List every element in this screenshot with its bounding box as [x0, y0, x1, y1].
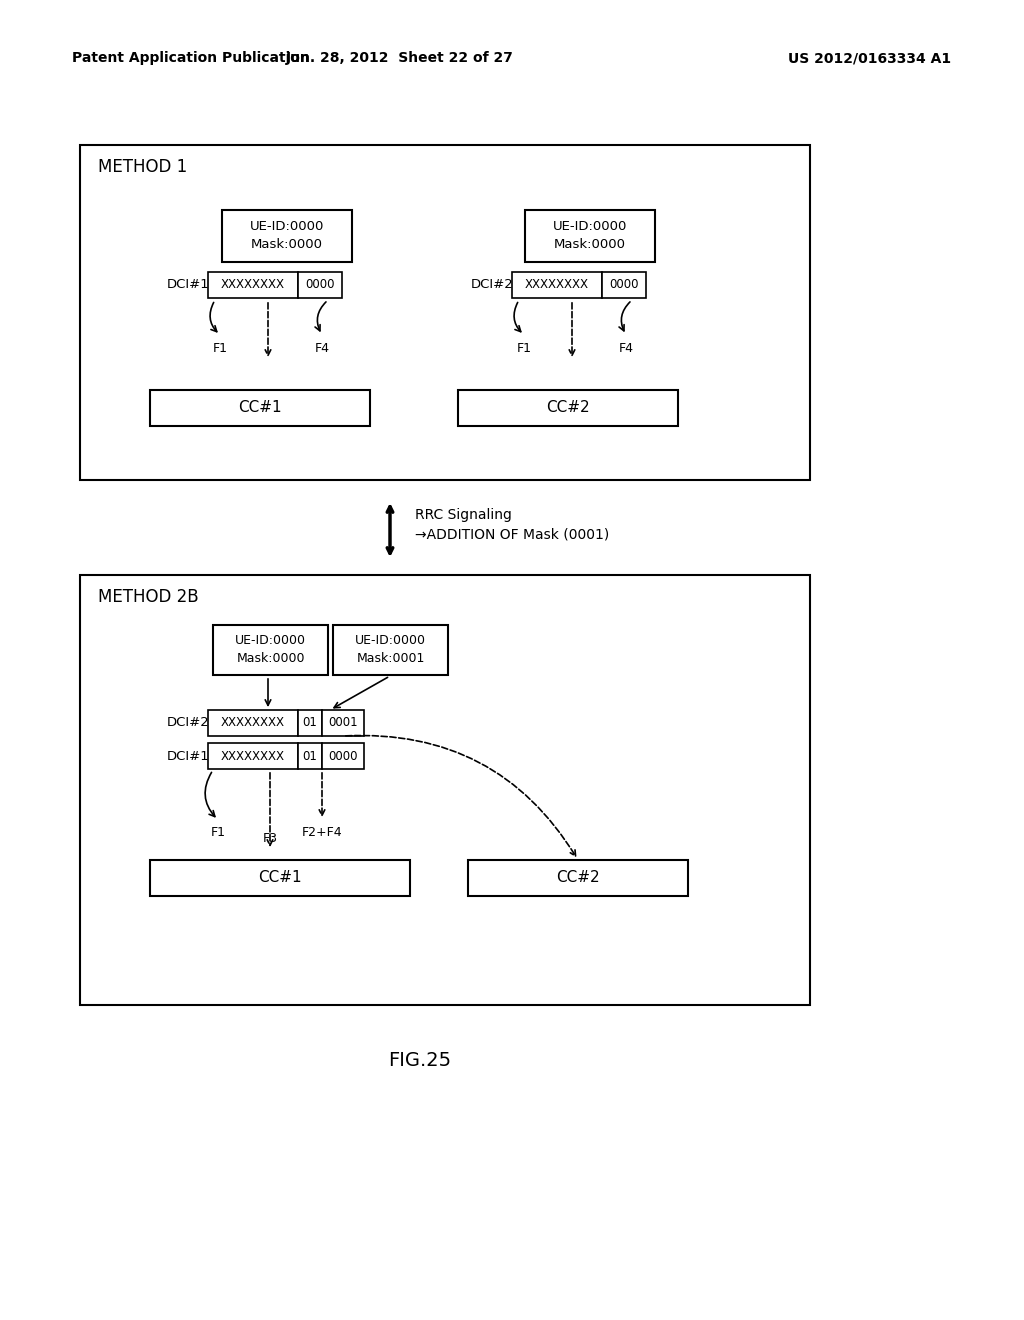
Bar: [222, 210, 352, 261]
Text: UE-ID:0000: UE-ID:0000: [234, 635, 306, 648]
Text: UE-ID:0000: UE-ID:0000: [250, 219, 325, 232]
Text: 0000: 0000: [609, 279, 639, 292]
Text: F4: F4: [314, 342, 330, 355]
Bar: [208, 710, 298, 737]
Bar: [333, 624, 449, 675]
Text: →ADDITION OF Mask (0001): →ADDITION OF Mask (0001): [415, 528, 609, 543]
Text: XXXXXXXX: XXXXXXXX: [221, 750, 285, 763]
Text: CC#1: CC#1: [239, 400, 282, 416]
Text: METHOD 1: METHOD 1: [98, 158, 187, 176]
Text: DCI#2: DCI#2: [167, 717, 209, 730]
Text: Mask:0001: Mask:0001: [356, 652, 425, 664]
Bar: [208, 743, 298, 770]
Text: Patent Application Publication: Patent Application Publication: [72, 51, 309, 65]
Text: 0000: 0000: [305, 279, 335, 292]
Text: F3: F3: [262, 832, 278, 845]
Bar: [150, 389, 370, 426]
Bar: [602, 272, 646, 298]
Bar: [298, 743, 322, 770]
Text: 0001: 0001: [328, 717, 357, 730]
Text: DCI#2: DCI#2: [471, 279, 513, 292]
Bar: [525, 210, 655, 261]
Bar: [322, 710, 364, 737]
Text: XXXXXXXX: XXXXXXXX: [221, 279, 285, 292]
Bar: [80, 576, 810, 1005]
Bar: [322, 743, 364, 770]
Text: Mask:0000: Mask:0000: [554, 238, 626, 251]
Text: 0000: 0000: [329, 750, 357, 763]
Text: DCI#1: DCI#1: [167, 750, 209, 763]
Text: 01: 01: [302, 750, 317, 763]
Text: CC#2: CC#2: [556, 870, 600, 886]
Text: 01: 01: [302, 717, 317, 730]
Bar: [208, 272, 298, 298]
Text: US 2012/0163334 A1: US 2012/0163334 A1: [788, 51, 951, 65]
Bar: [468, 861, 688, 896]
Text: XXXXXXXX: XXXXXXXX: [221, 717, 285, 730]
Bar: [80, 145, 810, 480]
Bar: [213, 624, 328, 675]
Text: F2+F4: F2+F4: [302, 826, 342, 840]
Text: RRC Signaling: RRC Signaling: [415, 508, 512, 521]
Text: Jun. 28, 2012  Sheet 22 of 27: Jun. 28, 2012 Sheet 22 of 27: [286, 51, 514, 65]
Text: F1: F1: [211, 826, 225, 840]
Bar: [298, 710, 322, 737]
Text: CC#2: CC#2: [546, 400, 590, 416]
Bar: [150, 861, 410, 896]
Text: F4: F4: [618, 342, 634, 355]
Bar: [458, 389, 678, 426]
Text: Mask:0000: Mask:0000: [237, 652, 305, 664]
Text: FIG.25: FIG.25: [388, 1051, 452, 1069]
Text: DCI#1: DCI#1: [167, 279, 209, 292]
Bar: [298, 272, 342, 298]
Text: F1: F1: [516, 342, 531, 355]
Text: METHOD 2B: METHOD 2B: [98, 587, 199, 606]
Text: UE-ID:0000: UE-ID:0000: [355, 635, 426, 648]
Text: Mask:0000: Mask:0000: [251, 238, 323, 251]
Text: CC#1: CC#1: [258, 870, 302, 886]
Bar: [512, 272, 602, 298]
Text: XXXXXXXX: XXXXXXXX: [525, 279, 589, 292]
Text: UE-ID:0000: UE-ID:0000: [553, 219, 627, 232]
Text: F1: F1: [213, 342, 227, 355]
